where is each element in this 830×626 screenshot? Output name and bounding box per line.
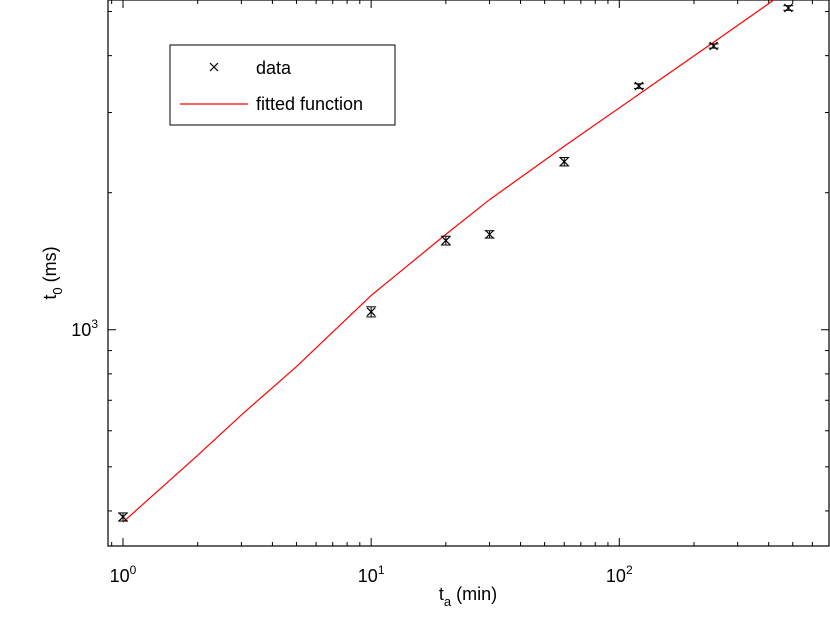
y-axis-label: t0 (ms) (40, 246, 65, 299)
axis-label-subscript: 0 (50, 287, 65, 294)
data-point (440, 235, 451, 246)
point-marker (783, 3, 793, 13)
data-point (783, 3, 794, 13)
data-point (118, 512, 129, 522)
x-tick-label-base: 10 (606, 566, 626, 586)
point-marker (441, 236, 451, 245)
data-point (559, 156, 570, 167)
point-marker (634, 81, 644, 91)
legend-label-fit: fitted function (256, 94, 363, 114)
data-point (484, 229, 495, 239)
x-axis-label: ta (min) (439, 584, 497, 609)
x-tick-label: 102 (606, 563, 633, 586)
axis-label-subscript: a (444, 594, 452, 609)
x-tick-label-exponent: 2 (626, 563, 633, 577)
y-tick-label-exponent: 3 (91, 317, 98, 331)
legend: data fitted function (169, 44, 396, 126)
point-marker (366, 307, 376, 317)
x-tick-label-exponent: 0 (130, 563, 137, 577)
plot-frame (107, 0, 830, 547)
axis-label-unit: (min) (451, 584, 497, 604)
axis-ticks (108, 0, 830, 546)
point-marker (709, 41, 719, 51)
x-tick-label: 101 (358, 563, 385, 586)
x-tick-label-base: 10 (358, 566, 378, 586)
fitted-function-line (122, 0, 775, 523)
data-point (708, 41, 719, 51)
x-tick-label-exponent: 1 (378, 563, 385, 577)
data-point (366, 306, 377, 318)
axis-label-symbol: t (439, 584, 444, 604)
legend-label-data: data (256, 58, 292, 78)
x-tick-label: 100 (110, 563, 137, 586)
point-marker (485, 229, 494, 239)
y-tick-label-base: 10 (71, 320, 91, 340)
point-marker (118, 512, 128, 522)
data-point (633, 81, 644, 91)
axis-label-unit: (ms) (40, 246, 60, 287)
x-tick-label-base: 10 (110, 566, 130, 586)
axis-label-symbol: t (40, 295, 60, 300)
legend-marker-icon (209, 62, 219, 72)
y-tick-label: 103 (71, 317, 98, 340)
point-marker (559, 157, 569, 167)
data-points (118, 3, 794, 522)
legend-box (169, 44, 396, 126)
